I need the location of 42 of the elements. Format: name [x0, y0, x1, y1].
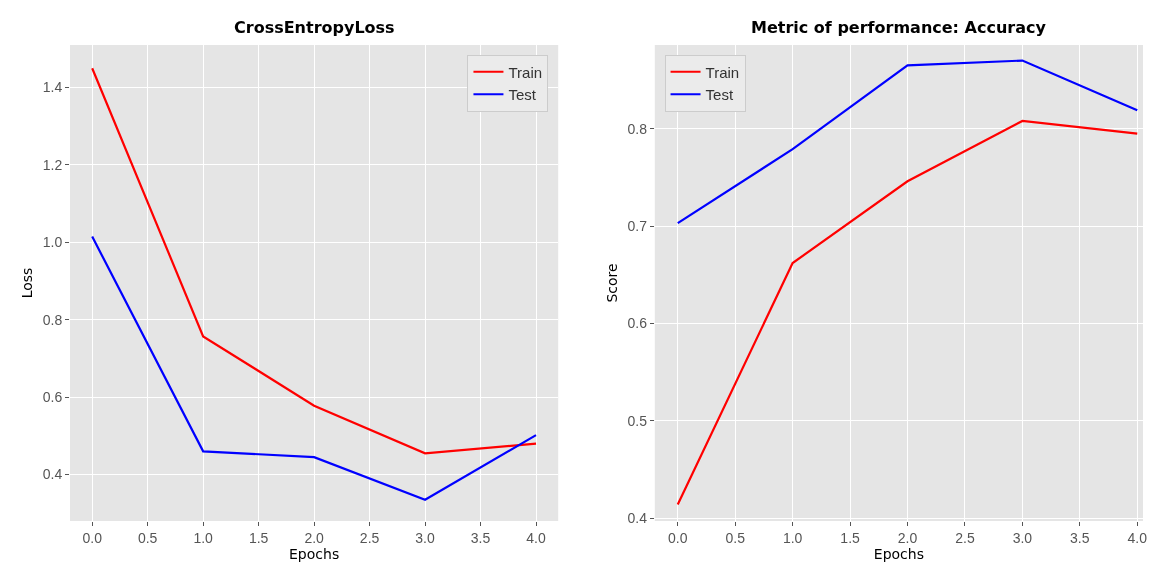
x-tick-label: 0.5: [725, 529, 746, 546]
x-tick-label: 2.5: [359, 529, 380, 546]
x-tick-label: 2.5: [955, 529, 975, 546]
y-tick-label: 0.8: [42, 311, 63, 328]
y-tick-label: 1.4: [42, 79, 63, 96]
line-series: [676, 59, 1139, 225]
y-tick-label: 1.2: [42, 156, 63, 173]
y-tick-label: 0.5: [627, 412, 648, 429]
y-tick-label: 0.6: [627, 315, 648, 332]
legend-label: Test: [705, 86, 734, 104]
y-tick-label: 0.7: [627, 217, 648, 234]
x-tick-label: 1.5: [840, 529, 861, 546]
x-tick-label: 0.5: [137, 529, 158, 546]
x-tick-label: 1.5: [248, 529, 269, 546]
x-tick-label: 4.0: [1127, 529, 1148, 546]
x-tick-label: 2.0: [304, 529, 325, 546]
y-tick-label: 0.6: [42, 389, 63, 406]
legend-label: Train: [705, 63, 740, 81]
x-tick-label: 3.0: [1012, 529, 1033, 546]
x-axis-title: Epochs: [873, 546, 924, 563]
y-tick-label: 1.0: [42, 234, 63, 251]
chart-title: Metric of performance: Accuracy: [751, 18, 1047, 37]
legend-label: Train: [508, 63, 543, 81]
y-axis-title: Score: [604, 263, 621, 303]
line-series: [91, 235, 538, 501]
x-tick-label: 2.0: [897, 529, 918, 546]
x-tick-label: 3.5: [470, 529, 491, 546]
x-tick-label: 3.0: [415, 529, 436, 546]
chart-title: CrossEntropyLoss: [234, 18, 395, 37]
y-tick-label: 0.4: [627, 509, 648, 526]
x-tick-label: 3.5: [1070, 529, 1090, 546]
legend-label: Test: [508, 86, 537, 104]
x-axis-title: Epochs: [289, 546, 340, 563]
x-tick-label: 0.0: [668, 529, 688, 546]
x-tick-label: 0.0: [82, 529, 103, 546]
line-series: [676, 119, 1139, 506]
y-tick-label: 0.8: [627, 120, 648, 137]
y-axis-title: Loss: [19, 267, 36, 299]
x-tick-label: 4.0: [526, 529, 546, 546]
x-tick-label: 1.0: [193, 529, 214, 546]
x-tick-label: 1.0: [782, 529, 803, 546]
y-tick-label: 0.4: [42, 466, 63, 483]
